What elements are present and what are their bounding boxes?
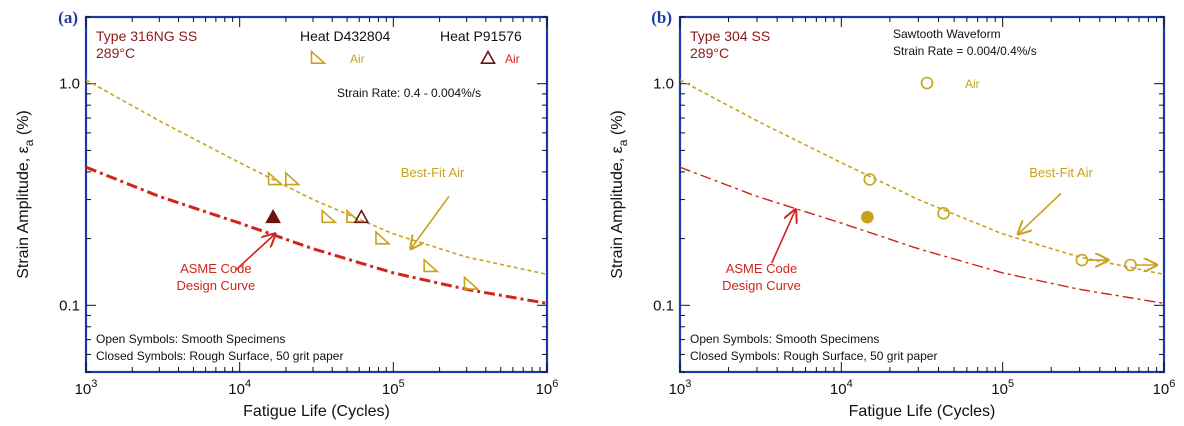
x-tick-label: 105	[991, 378, 1014, 398]
strain-rate-note: Strain Rate = 0.004/0.4%/s	[893, 44, 1037, 58]
waveform-note: Sawtooth Waveform	[893, 27, 1001, 41]
data-point	[321, 208, 338, 224]
data-point	[284, 171, 301, 186]
x-tick-label: 106	[1153, 378, 1176, 398]
legend-label: Air	[350, 52, 365, 66]
legend-heat-label: Heat D432804	[300, 28, 391, 44]
panel-b: 103 104 105 106 0.1 1.0 Fatigue Life (Cycles) S…	[609, 8, 1175, 420]
data-point	[346, 208, 363, 224]
x-tick-label: 104	[830, 378, 853, 398]
plot-frame	[84, 15, 549, 374]
y-axis-label: Strain Amplitude, εa (%)	[609, 110, 630, 279]
x-tick-label: 103	[75, 378, 98, 398]
annotation-asme: ASME Code	[180, 261, 252, 276]
x-tick-label: 106	[536, 378, 559, 398]
annotation-arrow	[1018, 192, 1062, 234]
axis-ticks	[85, 16, 548, 373]
y-tick-label: 0.1	[59, 297, 80, 314]
legend-marker	[310, 49, 327, 65]
best-fit-air-curve	[680, 79, 1164, 276]
legend-heat-label: Heat P91576	[440, 28, 522, 44]
annotation-asme: Design Curve	[176, 278, 255, 293]
x-axis-label: Fatigue Life (Cycles)	[849, 403, 996, 420]
annotation-arrow	[411, 195, 450, 248]
asme-design-curve	[680, 166, 1164, 305]
note-closed-symbols: Closed Symbols: Rough Surface, 50 grit p…	[690, 349, 937, 363]
legend-label: Air	[965, 77, 980, 91]
panel-title: Type 304 SS	[690, 28, 770, 44]
strain-rate-note: Strain Rate: 0.4 - 0.004%/s	[337, 86, 481, 100]
annotation-best-fit: Best-Fit Air	[401, 165, 465, 180]
panel-subtitle: 289°C	[690, 45, 729, 61]
note-closed-symbols: Closed Symbols: Rough Surface, 50 grit p…	[96, 349, 343, 363]
plot-frame	[678, 15, 1166, 374]
data-point	[1124, 258, 1137, 272]
best-fit-air-curve	[86, 79, 547, 276]
panel-label: (b)	[651, 8, 672, 27]
data-point	[423, 257, 440, 273]
data-point	[375, 230, 392, 245]
y-tick-label: 0.1	[653, 297, 674, 314]
data-point	[861, 210, 874, 224]
legend-label: Air	[505, 52, 520, 66]
panel-subtitle: 289°C	[96, 45, 135, 61]
panel-label: (a)	[58, 8, 78, 27]
data-point	[265, 208, 281, 224]
legend-marker	[920, 76, 934, 90]
x-tick-label: 104	[228, 378, 251, 398]
data-point	[353, 208, 370, 224]
x-tick-label: 103	[669, 378, 692, 398]
panel-title: Type 316NG SS	[96, 28, 197, 44]
y-tick-label: 1.0	[59, 76, 80, 93]
data-point	[863, 173, 877, 186]
y-tick-label: 1.0	[653, 76, 674, 93]
x-tick-label: 105	[382, 378, 405, 398]
axis-ticks	[679, 16, 1165, 373]
panel-a: 103 104 105 106 0.1 1.0 Fatigue Life (Cycles) S…	[15, 8, 558, 420]
annotation-arrow	[235, 234, 275, 271]
annotation-arrow	[770, 210, 796, 264]
annotation-asme: ASME Code	[726, 261, 798, 276]
asme-design-curve	[86, 165, 547, 305]
annotation-best-fit: Best-Fit Air	[1029, 165, 1093, 180]
legend-marker	[480, 49, 496, 65]
data-point	[937, 207, 950, 220]
data-point	[267, 171, 284, 186]
y-axis-label: Strain Amplitude, εa (%)	[15, 110, 36, 279]
note-open-symbols: Open Symbols: Smooth Specimens	[690, 332, 879, 346]
x-axis-label: Fatigue Life (Cycles)	[243, 403, 390, 420]
annotation-asme: Design Curve	[722, 278, 801, 293]
data-point	[1075, 253, 1089, 267]
note-open-symbols: Open Symbols: Smooth Specimens	[96, 332, 285, 346]
data-point	[463, 275, 480, 290]
